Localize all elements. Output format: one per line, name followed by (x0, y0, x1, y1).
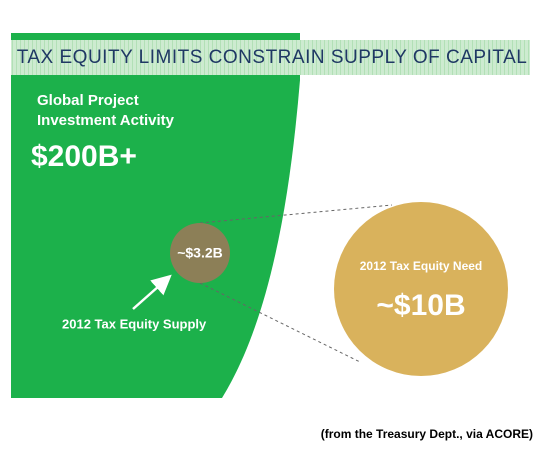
arrow (132, 274, 172, 310)
green-area (11, 33, 300, 398)
need-value: ~$10B (376, 289, 465, 322)
supply-circle (170, 223, 230, 283)
global-value: $200B+ (31, 140, 137, 173)
connector (199, 204, 393, 224)
need-circle (334, 202, 508, 376)
title-band (11, 40, 530, 75)
global-label: Investment Activity (37, 112, 175, 129)
global-label: Global Project (37, 92, 139, 109)
supply-value: ~$3.2B (177, 245, 223, 261)
need-label: 2012 Tax Equity Need (360, 259, 483, 273)
supply-label: 2012 Tax Equity Supply (62, 316, 207, 331)
title: TAX EQUITY LIMITS CONSTRAIN SUPPLY OF CA… (17, 47, 528, 68)
source: (from the Treasury Dept., via ACORE) (321, 427, 533, 441)
